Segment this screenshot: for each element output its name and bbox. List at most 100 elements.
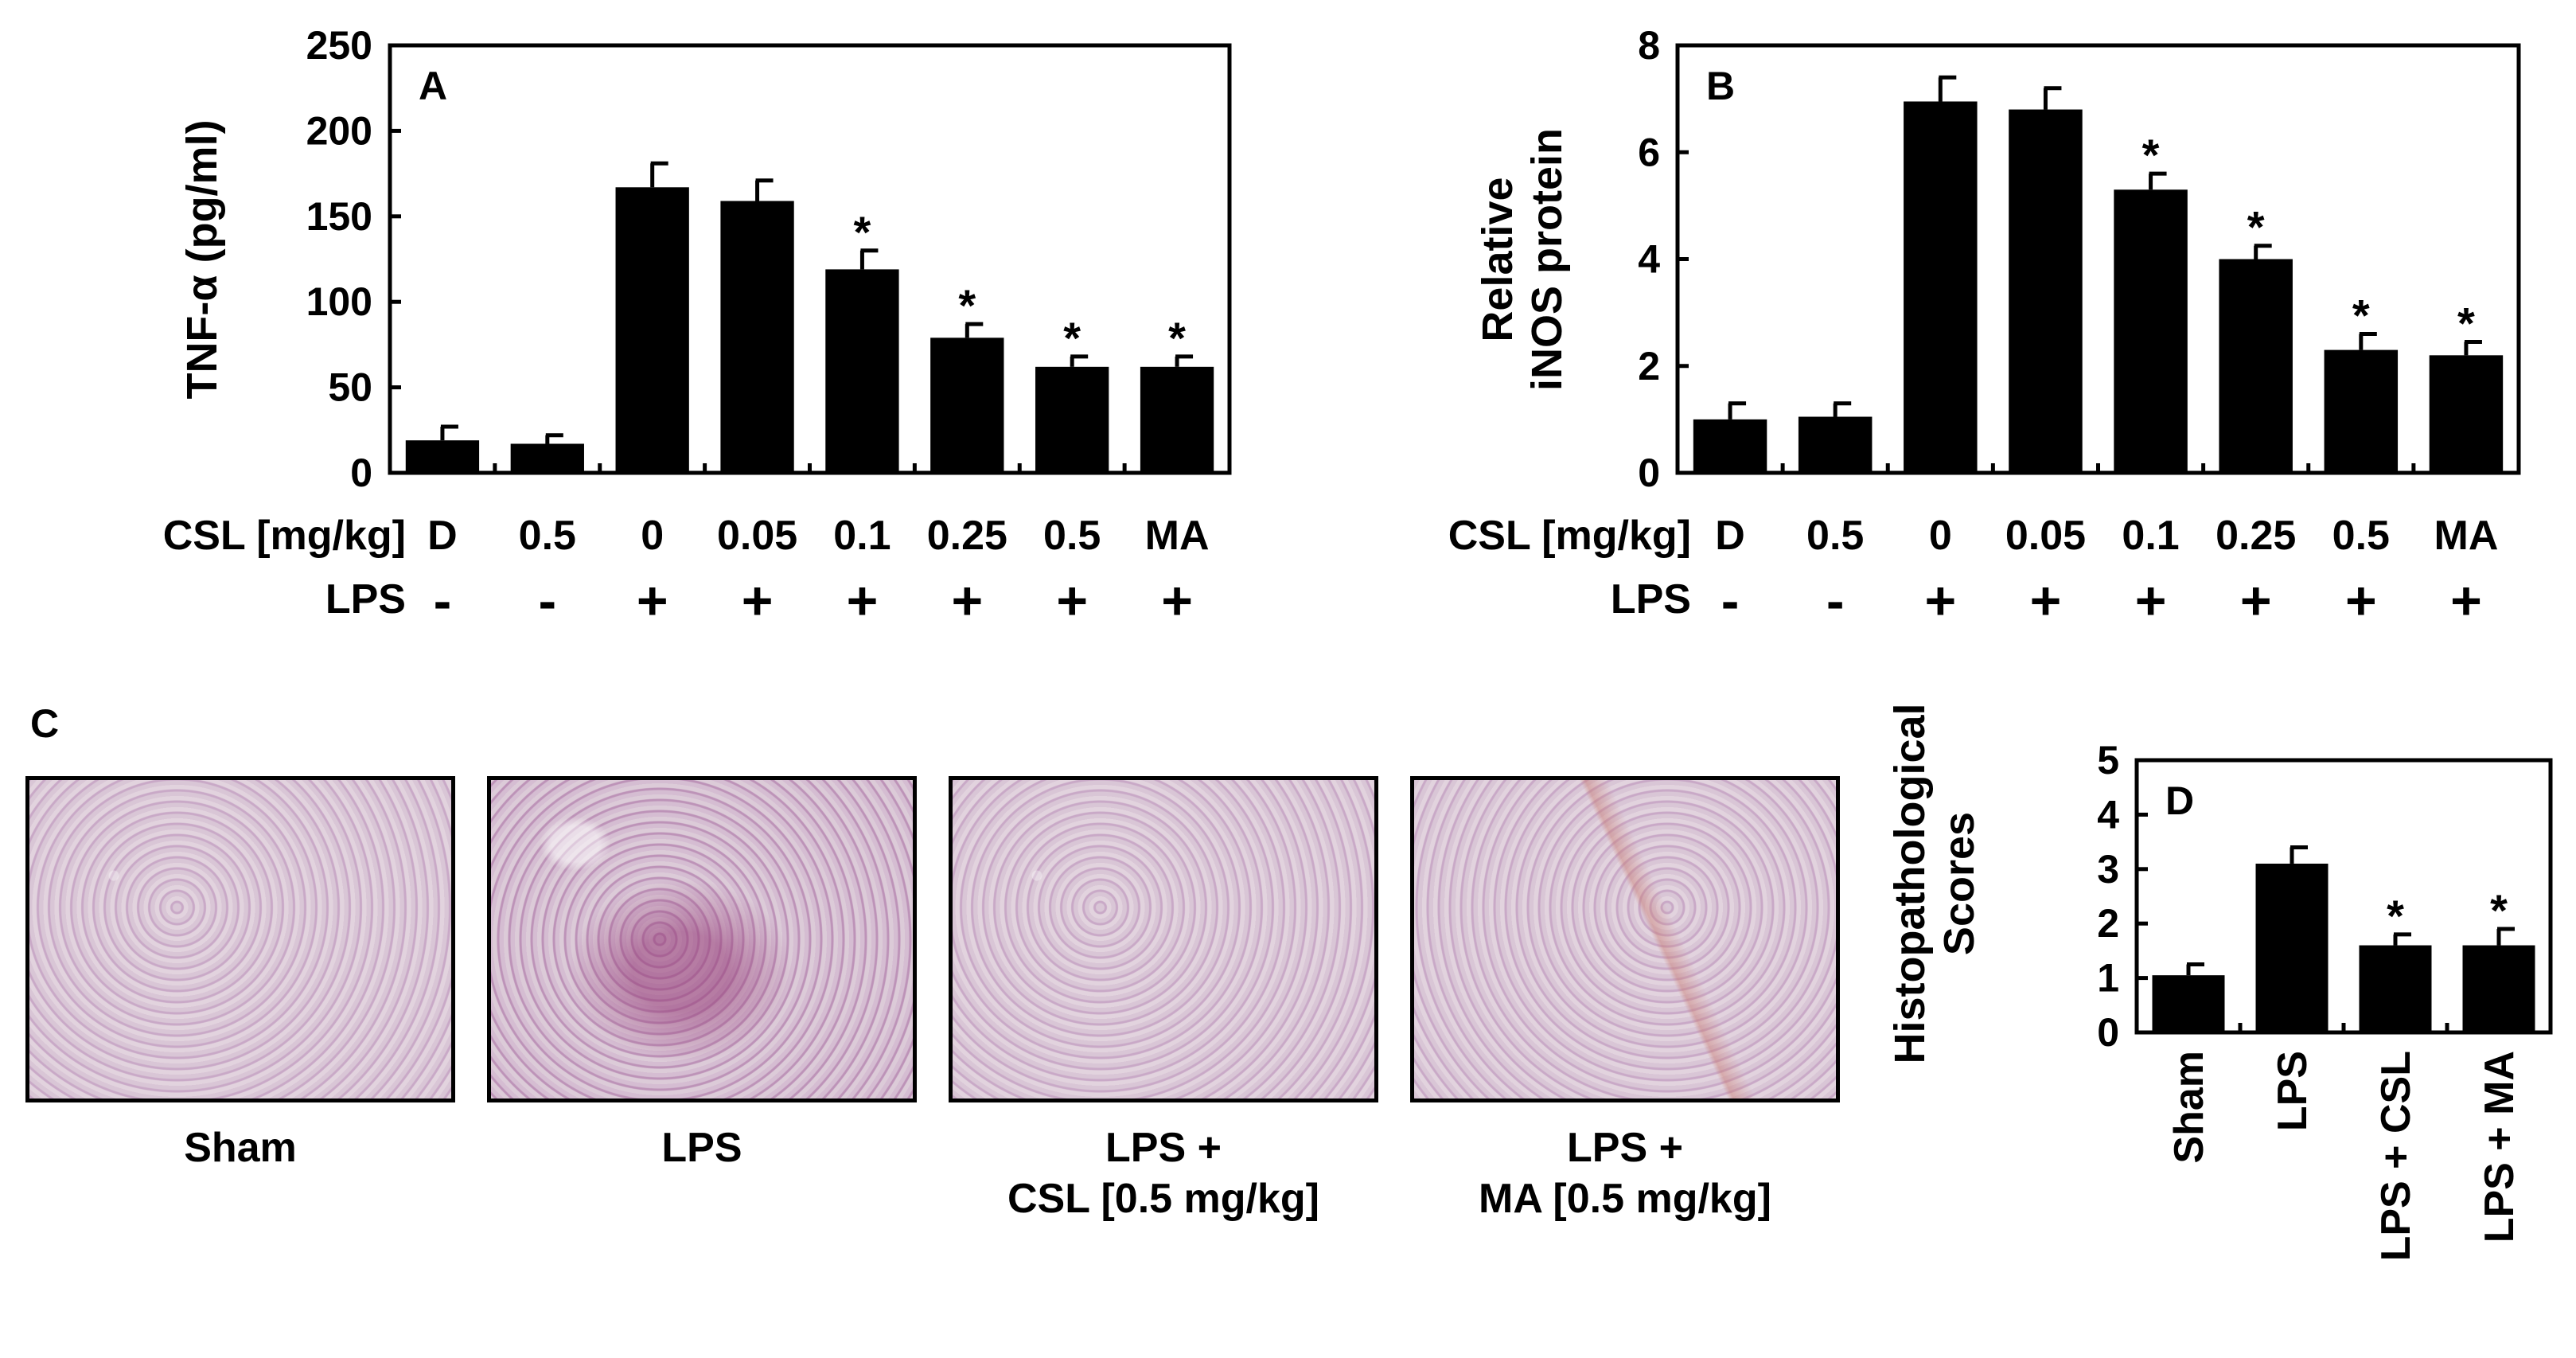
x-category-label: 0.5 [1043, 513, 1101, 559]
micrograph-label-line: LPS [661, 1125, 742, 1171]
y-tick-label: 0 [1638, 451, 1660, 495]
bar [2219, 259, 2293, 473]
x-category-label: 0.05 [717, 513, 797, 559]
row-label-csl: CSL [mg/kg] [1448, 513, 1691, 559]
significance-marker: * [2490, 885, 2508, 935]
x-category-label: 0.5 [1806, 513, 1864, 559]
y-tick-label: 2 [2097, 901, 2119, 946]
bar [2114, 189, 2188, 474]
micrograph-label-sham: Sham [25, 1122, 455, 1173]
y-tick-label: 4 [2097, 792, 2119, 837]
micrograph-lps-csl [949, 776, 1378, 1102]
significance-marker: * [958, 280, 976, 330]
y-tick-label: 5 [2097, 738, 2119, 782]
panel-letter: A [419, 64, 447, 108]
bar [1693, 419, 1767, 473]
lps-sign: - [1721, 571, 1740, 631]
bar [405, 440, 480, 473]
bar [2009, 109, 2083, 474]
micrograph-label-lps: LPS [487, 1122, 917, 1173]
micrograph-label-lps-csl: LPS + CSL [0.5 mg/kg] [949, 1122, 1378, 1224]
bar [1904, 101, 1978, 473]
x-category-label: 0.5 [519, 513, 576, 559]
y-tick-label: 200 [306, 108, 372, 153]
y-axis-label-line: Scores [1935, 812, 1983, 955]
bar [1035, 366, 1109, 473]
micrograph-label-line: LPS + [1105, 1125, 1222, 1171]
row-label-csl: CSL [mg/kg] [163, 513, 406, 559]
y-tick-label: 150 [306, 194, 372, 239]
significance-marker: * [2247, 202, 2265, 252]
lps-sign: + [847, 571, 879, 631]
bar [615, 187, 689, 473]
y-tick-label: 50 [328, 365, 372, 410]
lps-sign: + [1056, 571, 1088, 631]
row-label-lps: LPS [325, 576, 406, 622]
y-tick-label: 1 [2097, 956, 2119, 1001]
x-category-label: 0.1 [2122, 513, 2179, 559]
bar [825, 269, 899, 473]
lps-sign: + [951, 571, 983, 631]
x-category-label: LPS + CSL [2373, 1051, 2419, 1261]
y-tick-label: 0 [2097, 1010, 2119, 1055]
micrograph-label-line: LPS + [1567, 1125, 1683, 1171]
lps-sign: - [434, 571, 452, 631]
bar [2359, 945, 2432, 1032]
lps-sign: + [2345, 571, 2377, 631]
x-category-label: MA [1145, 513, 1210, 559]
x-category-label: D [1715, 513, 1745, 559]
significance-marker: * [1063, 313, 1081, 363]
y-tick-label: 2 [1638, 344, 1660, 388]
lps-sign: + [637, 571, 668, 631]
micrograph-label-line: MA [0.5 mg/kg] [1479, 1176, 1771, 1222]
y-tick-label: 250 [306, 23, 372, 68]
y-axis-label-line: Relative [1474, 177, 1522, 341]
significance-marker: * [2387, 891, 2404, 941]
panel-letter: B [1706, 64, 1735, 108]
micrograph-label-lps-ma: LPS + MA [0.5 mg/kg] [1410, 1122, 1840, 1224]
micrograph-sham [25, 776, 455, 1102]
x-category-label: 0 [1929, 513, 1952, 559]
micrograph-lps [487, 776, 917, 1102]
x-category-label: 0 [641, 513, 664, 559]
y-tick-label: 8 [1638, 23, 1660, 68]
y-tick-label: 4 [1638, 237, 1660, 282]
panel-c-letter: C [30, 701, 60, 746]
bar [510, 443, 584, 473]
bar [1140, 366, 1214, 473]
significance-marker: * [1168, 313, 1186, 363]
y-tick-label: 100 [306, 279, 372, 324]
lps-sign: + [1924, 571, 1956, 631]
x-category-label: 0.5 [2332, 513, 2390, 559]
lps-sign: - [1826, 571, 1845, 631]
bar [720, 201, 794, 473]
x-category-label: Sham [2166, 1051, 2212, 1164]
panel-letter: D [2165, 779, 2194, 823]
x-category-label: LPS [2270, 1051, 2316, 1131]
x-category-label: 0.25 [2216, 513, 2296, 559]
y-axis-label: TNF-α (pg/ml) [178, 119, 226, 399]
y-tick-label: 3 [2097, 847, 2119, 892]
lps-sign: + [2030, 571, 2062, 631]
significance-marker: * [854, 207, 871, 257]
x-category-label: 0.1 [833, 513, 890, 559]
x-category-label: MA [2434, 513, 2499, 559]
lps-sign: - [538, 571, 556, 631]
lps-sign: + [1161, 571, 1193, 631]
x-category-label: LPS + MA [2477, 1051, 2523, 1243]
micrograph-lps-ma [1410, 776, 1840, 1102]
y-axis-label-line: Histopathological [1886, 703, 1934, 1063]
bar [1798, 416, 1873, 473]
significance-marker: * [2352, 290, 2370, 340]
significance-marker: * [2142, 130, 2160, 180]
row-label-lps: LPS [1611, 576, 1691, 622]
lps-sign: + [2240, 571, 2272, 631]
x-category-label: 0.05 [2005, 513, 2086, 559]
bar [2429, 355, 2504, 473]
micrograph-label-line: Sham [184, 1125, 297, 1171]
lps-sign: + [2450, 571, 2482, 631]
bar [2255, 863, 2329, 1032]
x-category-label: 0.25 [927, 513, 1007, 559]
micrograph-label-line: CSL [0.5 mg/kg] [1007, 1176, 1319, 1222]
